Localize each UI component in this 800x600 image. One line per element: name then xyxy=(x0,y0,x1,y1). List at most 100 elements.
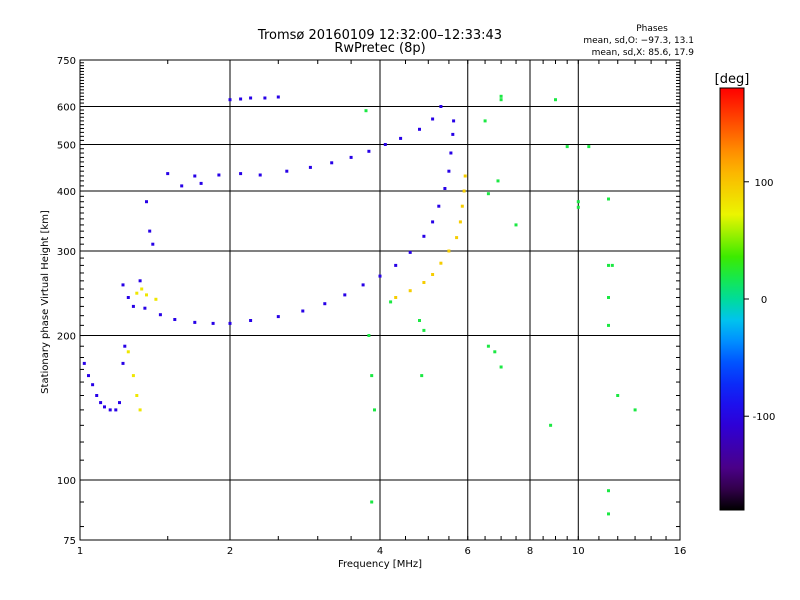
data-point xyxy=(99,401,103,405)
data-point xyxy=(514,223,518,227)
colorbar-tick-label: 100 xyxy=(754,178,773,189)
data-point xyxy=(228,98,232,102)
data-point xyxy=(145,200,148,204)
data-point xyxy=(349,155,353,159)
y-tick-label: 200 xyxy=(57,332,76,343)
data-point xyxy=(462,189,466,193)
data-point xyxy=(154,297,158,301)
data-point xyxy=(422,281,426,284)
data-point xyxy=(121,361,125,365)
data-point xyxy=(408,250,412,254)
data-point xyxy=(135,291,139,295)
data-point xyxy=(95,394,99,397)
data-point xyxy=(587,145,591,149)
phases-heading: Phases xyxy=(636,24,668,34)
data-point xyxy=(422,234,426,238)
data-point xyxy=(607,296,610,299)
data-point xyxy=(483,119,487,123)
data-point xyxy=(166,172,170,176)
data-point xyxy=(499,98,503,102)
data-point xyxy=(499,94,503,98)
data-point xyxy=(158,313,162,317)
data-point xyxy=(151,242,155,246)
data-point xyxy=(330,161,334,165)
data-point xyxy=(193,174,197,178)
grid-lines xyxy=(80,60,680,540)
data-point xyxy=(193,320,197,324)
colorbar-tick-label: 0 xyxy=(761,295,767,306)
chart-subtitle: RwPretec (8p) xyxy=(334,41,425,56)
data-point xyxy=(389,300,393,304)
data-point xyxy=(607,489,610,493)
data-point xyxy=(263,96,267,100)
x-tick-label: 8 xyxy=(527,546,533,557)
data-point xyxy=(249,96,253,100)
data-point xyxy=(239,97,243,101)
data-point xyxy=(383,143,387,146)
data-point xyxy=(452,119,456,123)
data-point xyxy=(82,361,86,365)
data-point xyxy=(258,173,262,177)
phases-x-stats: mean, sd,X: 85.6, 17.9 xyxy=(592,48,695,58)
data-point xyxy=(126,350,130,354)
colorbar: [deg] 100 0 -100 xyxy=(715,72,775,511)
data-point xyxy=(91,383,95,387)
data-points xyxy=(82,94,637,516)
data-point xyxy=(554,98,557,102)
data-point xyxy=(364,109,368,113)
data-point xyxy=(343,293,347,297)
data-point xyxy=(308,165,312,169)
data-point xyxy=(131,374,135,378)
data-point xyxy=(138,408,142,412)
data-point xyxy=(180,184,184,188)
data-point xyxy=(370,500,374,504)
data-point xyxy=(173,318,177,321)
data-point xyxy=(496,179,500,183)
data-point xyxy=(633,408,637,412)
data-point xyxy=(439,105,443,108)
data-point xyxy=(449,151,453,155)
data-point xyxy=(239,172,243,176)
y-tick-label: 600 xyxy=(57,103,76,114)
data-point xyxy=(451,132,455,136)
data-point xyxy=(323,302,327,306)
data-point xyxy=(607,197,610,201)
data-point xyxy=(408,289,412,293)
data-point xyxy=(361,283,365,287)
data-point xyxy=(418,319,421,322)
data-point xyxy=(565,145,569,149)
data-point xyxy=(217,173,221,177)
data-point xyxy=(103,405,106,409)
data-point xyxy=(138,279,142,283)
x-axis-label: Frequency [MHz] xyxy=(338,559,422,570)
y-tick-label: 500 xyxy=(57,141,76,152)
data-point xyxy=(148,229,152,233)
data-point xyxy=(455,236,459,240)
data-point xyxy=(276,95,280,99)
data-point xyxy=(301,309,305,313)
data-point xyxy=(486,192,490,196)
data-point xyxy=(458,220,462,224)
data-point xyxy=(399,136,403,140)
data-point xyxy=(378,274,382,278)
y-tick-label: 100 xyxy=(57,476,76,487)
data-point xyxy=(135,394,139,397)
data-point xyxy=(131,304,135,308)
data-point xyxy=(394,296,398,299)
colorbar-gradient xyxy=(719,87,745,511)
data-point xyxy=(418,127,421,131)
data-point xyxy=(607,263,610,267)
data-point xyxy=(140,287,144,291)
y-tick-label: 750 xyxy=(57,56,76,67)
data-point xyxy=(486,344,490,348)
x-tick-label: 4 xyxy=(377,546,383,557)
data-point xyxy=(118,401,121,405)
data-point xyxy=(576,205,580,209)
data-point xyxy=(607,512,610,516)
data-point xyxy=(447,169,451,173)
data-point xyxy=(276,315,280,319)
data-point xyxy=(367,334,371,337)
data-point xyxy=(431,273,435,276)
data-point xyxy=(121,283,125,287)
data-point xyxy=(199,181,203,185)
